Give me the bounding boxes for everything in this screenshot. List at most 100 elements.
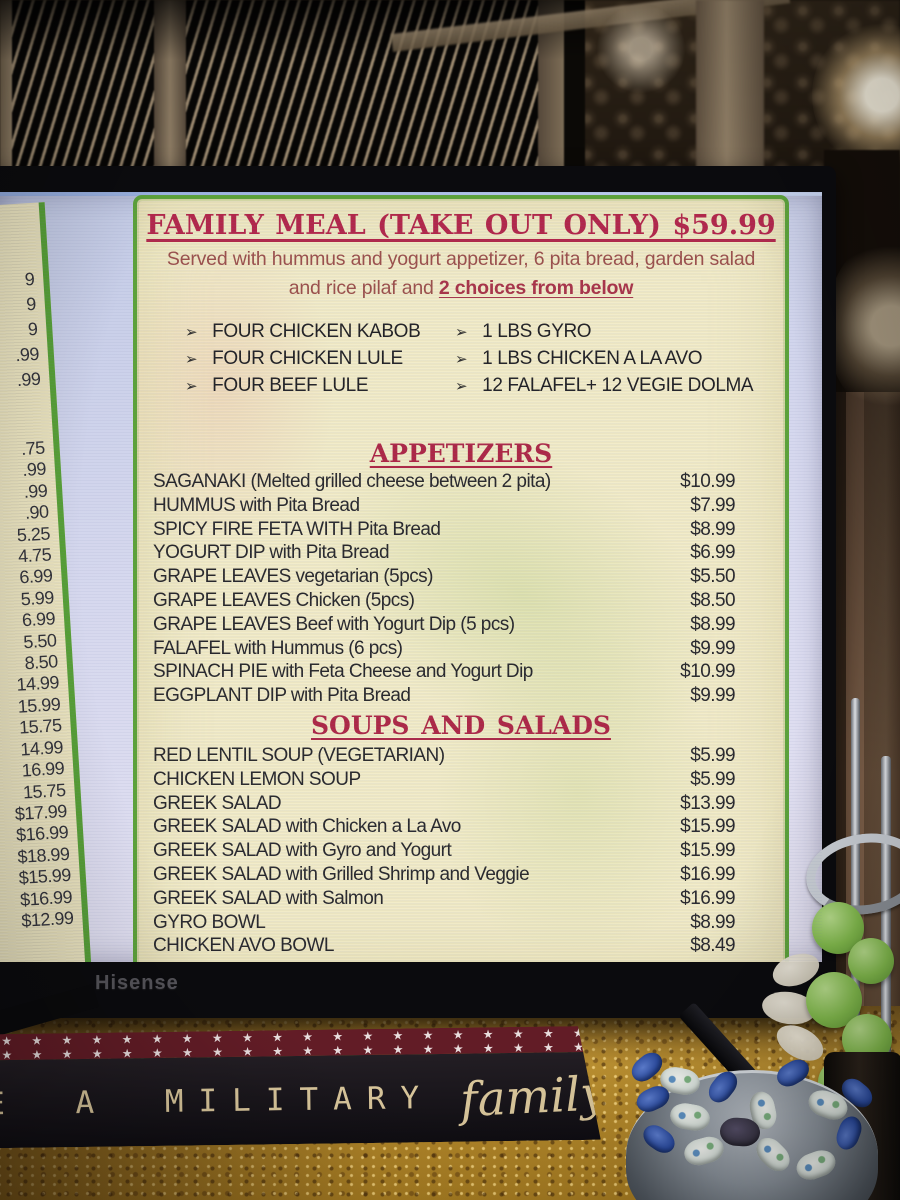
sign-board: E A MILITARY family: [0, 1052, 601, 1148]
menu-item-name: CHICKEN AVO BOWL: [153, 935, 334, 957]
price-fragment: .99: [16, 368, 41, 391]
family-option: ➢ 1 LBS GYRO: [455, 319, 753, 346]
tv-brand-logo: Hisense: [95, 972, 179, 994]
arrow-bullet-icon: ➢: [455, 351, 468, 368]
options-column-left: ➢ FOUR CHICKEN KABOB ➢ FOUR CHICKEN LULE: [185, 319, 455, 400]
menu-item-name: GYRO BOWL: [153, 911, 266, 933]
menu-item-row: GYRO BOWL $8.99: [137, 911, 785, 935]
menu-item-row: GREEK SALAD with Chicken a La Avo $15.99: [137, 815, 785, 839]
sign-caps-text: E A MILITARY: [0, 1080, 435, 1123]
arrow-bullet-icon: ➢: [185, 378, 198, 395]
menu-item-row: CHICKEN AVO BOWL $8.49: [137, 934, 785, 958]
menu-item-name: SPINACH PIE with Feta Cheese and Yogurt …: [153, 661, 533, 683]
family-option-label: FOUR BEEF LULE: [212, 375, 369, 396]
menu-item-name: GRAPE LEAVES vegetarian (5pcs): [153, 566, 433, 588]
family-meal-options: ➢ FOUR CHICKEN KABOB ➢ FOUR CHICKEN LULE: [185, 319, 785, 400]
menu-item-price: $15.99: [680, 840, 735, 862]
menu-item-name: SPICY FIRE FETA WITH Pita Bread: [153, 518, 441, 540]
menu-item-price: $8.99: [690, 911, 735, 933]
menu-item-name: GREEK SALAD with Chicken a La Avo: [153, 816, 461, 838]
subtitle-emphasis: 2 choices from below: [438, 277, 634, 299]
menu-item-row: SPINACH PIE with Feta Cheese and Yogurt …: [137, 660, 785, 684]
menu-item-row: CHICKEN LEMON SOUP $5.99: [137, 768, 785, 792]
menu-item-name: GREEK SALAD with Gyro and Yogurt: [153, 840, 452, 862]
menu-item-row: GREEK SALAD with Grilled Shrimp and Vegg…: [137, 863, 785, 887]
menu-item-name: FALAFEL with Hummus (6 pcs): [153, 637, 403, 659]
menu-item-row: FALAFEL with Hummus (6 pcs) $9.99: [137, 637, 785, 661]
options-column-right: ➢ 1 LBS GYRO ➢ 1 LBS CHICKEN A LA AVO: [455, 319, 754, 400]
menu-item-name: GRAPE LEAVES Chicken (5pcs): [153, 589, 415, 611]
menu-item-name: CHICKEN LEMON SOUP: [153, 768, 361, 790]
menu-item-price: $16.99: [680, 863, 735, 885]
subtitle-plain: and rice pilaf and: [288, 277, 439, 299]
menu-item-price: $5.99: [690, 744, 735, 766]
menu-item-price: $8.49: [690, 935, 735, 957]
family-option-label: FOUR CHICKEN KABOB: [212, 321, 421, 342]
family-option-label: FOUR CHICKEN LULE: [212, 348, 403, 369]
menu-item-price: $6.99: [690, 542, 735, 564]
menu-item-name: YOGURT DIP with Pita Bread: [153, 542, 390, 564]
menu-item-price: $8.99: [690, 613, 735, 635]
menu-item-name: EGGPLANT DIP with Pita Bread: [153, 685, 411, 707]
menu-item-row: RED LENTIL SOUP (VEGETARIAN) $5.99: [137, 744, 785, 768]
section-heading-soups-salads: SOUPS AND SALADS: [311, 710, 611, 740]
arrow-bullet-icon: ➢: [455, 324, 468, 341]
menu-item-row: SPICY FIRE FETA WITH Pita Bread $8.99: [137, 518, 785, 542]
family-option: ➢ FOUR CHICKEN KABOB: [185, 319, 455, 346]
menu-item-name: GRAPE LEAVES Beef with Yogurt Dip (5 pcs…: [153, 613, 515, 635]
menu-item-price: $8.99: [690, 518, 735, 540]
wall-post: [696, 0, 764, 176]
price-fragment-list: .75.99.99.90 5.25 4.75 6.99 5.99 6.99 5.50 8.50…: [0, 438, 74, 938]
menu-item-price: $5.50: [690, 566, 735, 588]
menu-item-row: GREEK SALAD $13.99: [137, 792, 785, 816]
menu-subtitle-line1: Served with hummus and yogurt appetizer,…: [166, 248, 756, 270]
menu-item-row: YOGURT DIP with Pita Bread $6.99: [137, 541, 785, 565]
menu-item-price: $16.99: [680, 887, 735, 909]
menu-content: FAMILY MEAL (TAKE OUT ONLY) $59.99 Serve…: [137, 199, 785, 962]
candy-bowl: [626, 1047, 878, 1200]
menu-item-price: $15.99: [680, 816, 735, 838]
menu-item-row: GRAPE LEAVES vegetarian (5pcs) $5.50: [137, 565, 785, 589]
soups-salads-list: RED LENTIL SOUP (VEGETARIAN) $5.99 CHICK…: [137, 744, 785, 958]
family-option: ➢ FOUR CHICKEN LULE: [185, 346, 455, 373]
menu-item-name: SAGANAKI (Melted grilled cheese between …: [153, 471, 551, 492]
tv: 9 9 9.99.99 .75.99.99.90 5.25 4.75 6.99 5.99 6.…: [0, 166, 836, 1018]
sign-script-text: family: [458, 1065, 601, 1128]
menu-item-price: $10.99: [680, 471, 735, 492]
menu-item-price: $13.99: [680, 792, 735, 814]
menu-item-name: GREEK SALAD with Salmon: [153, 887, 384, 909]
military-family-sign: ★ ★ ★ ★ ★ ★ ★ ★ ★ ★ ★ ★ ★ ★ ★ ★ ★ ★ ★ ★ …: [0, 1026, 601, 1148]
menu-item-row: EGGPLANT DIP with Pita Bread $9.99: [137, 684, 785, 708]
menu-item-price: $9.99: [690, 685, 735, 707]
family-option: ➢ 1 LBS CHICKEN A LA AVO: [455, 346, 753, 373]
price-fragment: $12.99: [20, 907, 74, 931]
menu-item-price: $9.99: [690, 637, 735, 659]
menu-item-name: GREEK SALAD: [153, 792, 282, 814]
family-option: ➢ FOUR BEEF LULE: [185, 373, 455, 400]
menu-item-row: GREEK SALAD with Gyro and Yogurt $15.99: [137, 839, 785, 863]
family-option-label: 1 LBS GYRO: [482, 321, 592, 342]
green-grape: [848, 938, 894, 984]
menu-subtitle-line2: and rice pilaf and 2 choices from below: [137, 276, 785, 301]
family-option-label: 1 LBS CHICKEN A LA AVO: [482, 348, 703, 369]
menu-item-price: $7.99: [690, 494, 735, 516]
menu-item-price: $5.99: [690, 768, 735, 790]
section-heading-appetizers: APPETIZERS: [369, 439, 553, 468]
arrow-bullet-icon: ➢: [455, 378, 468, 395]
menu-item-name: HUMMUS with Pita Bread: [153, 494, 360, 516]
menu-title: FAMILY MEAL (TAKE OUT ONLY) $59.99: [146, 210, 776, 241]
menu-item-row: SAGANAKI (Melted grilled cheese between …: [137, 470, 785, 494]
menu-item-row: GRAPE LEAVES Beef with Yogurt Dip (5 pcs…: [137, 613, 785, 637]
menu-item-row: HUMMUS with Pita Bread $7.99: [137, 494, 785, 518]
menu-item-row: GREEK SALAD with Salmon $16.99: [137, 887, 785, 911]
left-menu-board-cutoff: 9 9 9.99.99 .75.99.99.90 5.25 4.75 6.99 5.99 6.…: [0, 202, 92, 962]
arrow-bullet-icon: ➢: [185, 324, 198, 341]
menu-board: FAMILY MEAL (TAKE OUT ONLY) $59.99 Serve…: [133, 195, 789, 962]
arrow-bullet-icon: ➢: [185, 351, 198, 368]
menu-item-price: $8.50: [690, 589, 735, 611]
menu-item-name: GREEK SALAD with Grilled Shrimp and Vegg…: [153, 863, 530, 885]
menu-item-price: $10.99: [680, 661, 735, 683]
price-fragment-list: 9 9 9.99.99: [0, 267, 41, 400]
family-option-label: 12 FALAFEL+ 12 VEGIE DOLMA: [482, 375, 754, 396]
